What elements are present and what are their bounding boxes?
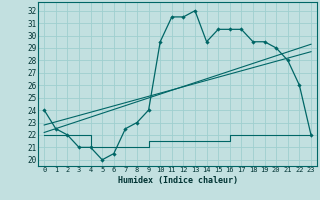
X-axis label: Humidex (Indice chaleur): Humidex (Indice chaleur) (118, 176, 238, 185)
